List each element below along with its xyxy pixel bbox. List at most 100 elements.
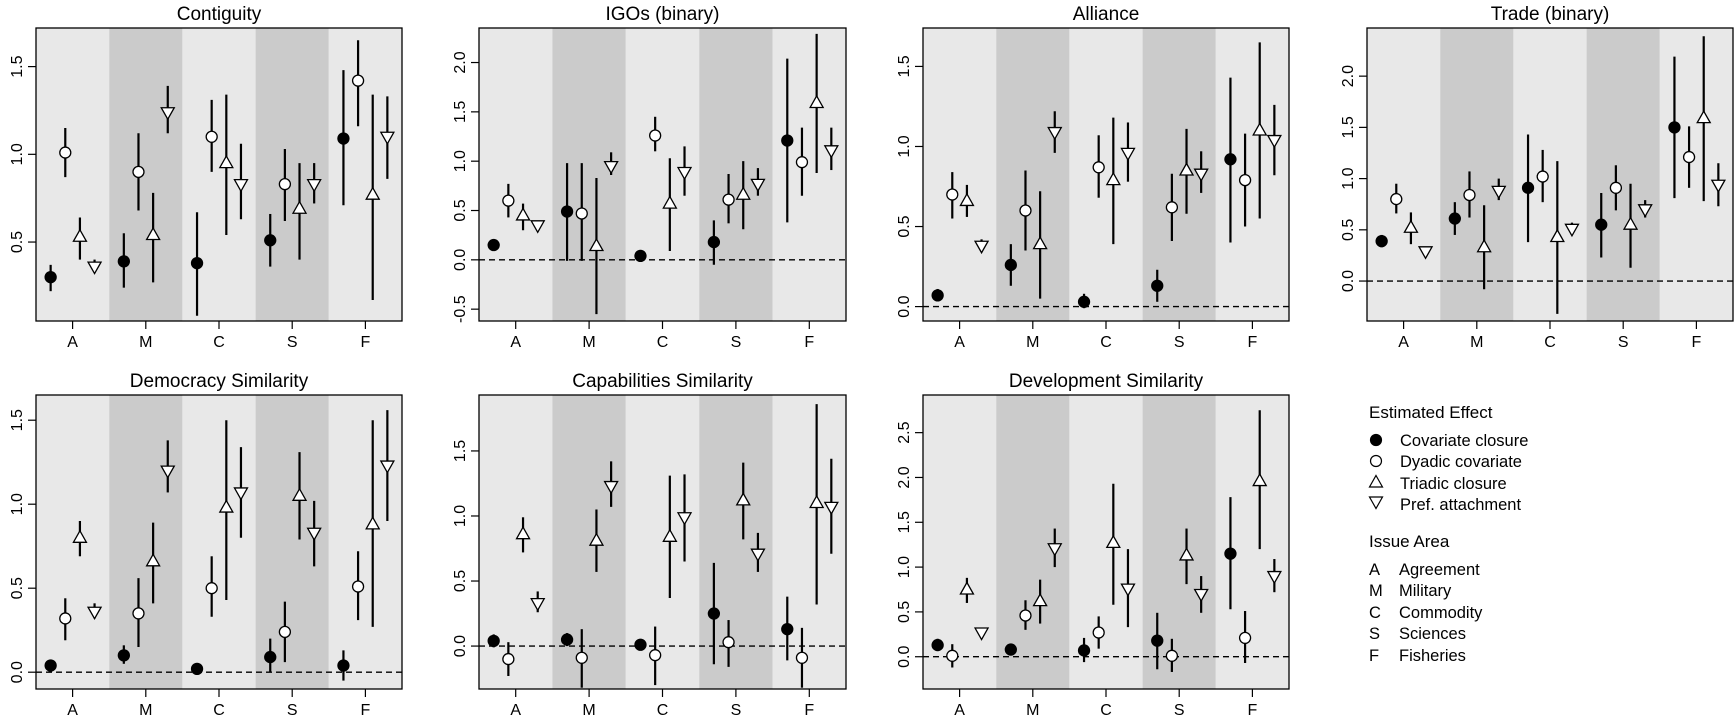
x-tick-label-m: M [1470,334,1483,351]
data-point-pref-attachment-c [1120,583,1136,597]
data-point-triadic-closure-s [1178,547,1195,561]
panel-democracy-similarity: Democracy Similarity A M C S F 0.0 0.5 1.0 1.5 [9,371,403,719]
legend-issue-military: M Military [1369,582,1452,600]
issue-band-c [1069,395,1143,689]
data-point-covariate-closure-f [781,623,794,636]
data-point-pref-attachment-a [86,606,103,621]
data-point-triadic-closure-s [291,200,308,214]
issue-band-a [479,28,553,321]
x-tick-label-c: C [1100,334,1112,351]
x-tick-label-s: S [287,702,298,719]
data-point-pref-attachment-c [676,512,693,526]
data-point-dyadic-covariate-c [649,129,662,142]
data-point-pref-attachment-s [750,178,766,193]
data-point-covariate-closure-f [337,132,350,145]
data-point-covariate-closure-c [1521,181,1535,194]
filled-circle-marker-icon [1369,433,1383,447]
data-point-triadic-closure-m [1476,238,1492,253]
data-point-triadic-closure-m [1032,592,1048,607]
legend-issue-sciences: S Sciences [1369,625,1466,643]
y-tick-label: 1.0 [1340,167,1357,189]
issue-band-f [1215,395,1289,689]
panel-title: Alliance [1073,4,1140,25]
data-point-triadic-closure-f [1252,472,1268,487]
issue-band-s [255,395,329,689]
data-point-dyadic-covariate-s [278,625,292,639]
data-point-pref-attachment-a [530,220,546,234]
y-tick-label: 0.0 [1340,270,1357,292]
data-point-pref-attachment-c [1120,147,1136,162]
data-point-dyadic-covariate-c [1092,161,1105,174]
legend-issue-agreement: A Agreement [1369,561,1480,579]
issue-band-c [182,395,256,689]
legend-issue-name: Agreement [1399,561,1480,579]
legend: Estimated Effect Covariate closure Dyadi… [1368,403,1528,665]
legend-label-pref-attachment: Pref. attachment [1400,496,1521,514]
data-point-triadic-closure-m [145,552,161,567]
y-tick-label: 0.5 [452,570,469,592]
issue-band-f [772,28,846,321]
data-point-pref-attachment-s [306,527,322,542]
data-point-pref-attachment-s [1193,588,1209,603]
legend-entry-covariate-closure: Covariate closure [1369,432,1528,450]
panel-contiguity: Contiguity A M C S F 0.5 1.0 1.5 [9,4,403,351]
data-point-pref-attachment-m [1047,543,1063,557]
data-point-pref-attachment-f [379,460,395,474]
x-tick-label-m: M [1026,702,1039,719]
y-tick-label: 1.0 [896,556,913,578]
data-point-covariate-closure-c [634,249,647,263]
issue-band-f [328,395,402,689]
data-point-covariate-closure-m [560,205,574,218]
issue-band-c [1513,28,1587,321]
x-tick-label-f: F [804,702,814,719]
x-tick-label-c: C [1100,702,1112,719]
legend-issue-name: Commodity [1399,604,1483,622]
x-tick-label-a: A [67,702,78,719]
data-point-triadic-closure-c [1105,171,1121,186]
data-point-dyadic-covariate-m [1019,609,1032,622]
data-point-covariate-closure-f [1224,547,1237,560]
issue-band-m [996,395,1070,689]
data-point-dyadic-covariate-m [1463,188,1476,202]
panel-title: Democracy Similarity [130,371,309,392]
data-point-triadic-closure-f [365,516,381,530]
y-tick-label: -0.5 [452,295,469,323]
x-tick-label-c: C [213,702,225,719]
data-point-triadic-closure-a [72,228,88,242]
data-point-triadic-closure-s [1622,216,1639,230]
x-tick-label-f: F [804,334,814,351]
data-point-covariate-closure-s [1595,218,1608,231]
data-point-dyadic-covariate-c [1536,170,1549,183]
legend-issue-code: A [1369,561,1380,579]
data-point-covariate-closure-s [264,650,277,664]
data-point-covariate-closure-m [117,255,130,268]
data-point-dyadic-covariate-f [351,580,365,593]
data-point-covariate-closure-a [1375,234,1388,248]
data-point-triadic-closure-a [515,207,531,221]
data-point-dyadic-covariate-m [132,607,145,620]
data-point-covariate-closure-c [1077,644,1091,657]
data-point-covariate-closure-f [337,659,350,672]
data-point-dyadic-covariate-s [722,636,735,649]
issue-band-s [255,28,329,321]
data-point-triadic-closure-c [662,528,678,542]
data-point-triadic-closure-s [735,186,751,200]
legend-issue-name: Military [1399,582,1452,600]
x-tick-label-f: F [1248,334,1258,351]
legend-issue-commodity: C Commodity [1369,604,1483,622]
x-tick-label-s: S [1618,334,1629,351]
y-tick-label: 0.5 [452,199,469,221]
y-tick-label: 0.0 [452,635,469,657]
legend-effect-heading: Estimated Effect [1369,403,1493,422]
legend-issue-code: F [1369,647,1379,665]
legend-label-dyadic-covariate: Dyadic covariate [1400,453,1522,471]
y-tick-label: 1.5 [452,101,469,123]
data-point-pref-attachment-m [1047,126,1063,141]
y-tick-label: 0.5 [1340,219,1357,241]
data-point-triadic-closure-a [515,525,531,540]
issue-band-m [109,395,183,689]
data-point-dyadic-covariate-m [1019,204,1032,217]
panel-title: Capabilities Similarity [572,371,753,392]
y-tick-label: 0.0 [9,661,26,683]
panel-trade-binary: Trade (binary) A M C S F 0.0 0.5 1.0 1.5 2.0 [1340,4,1734,351]
